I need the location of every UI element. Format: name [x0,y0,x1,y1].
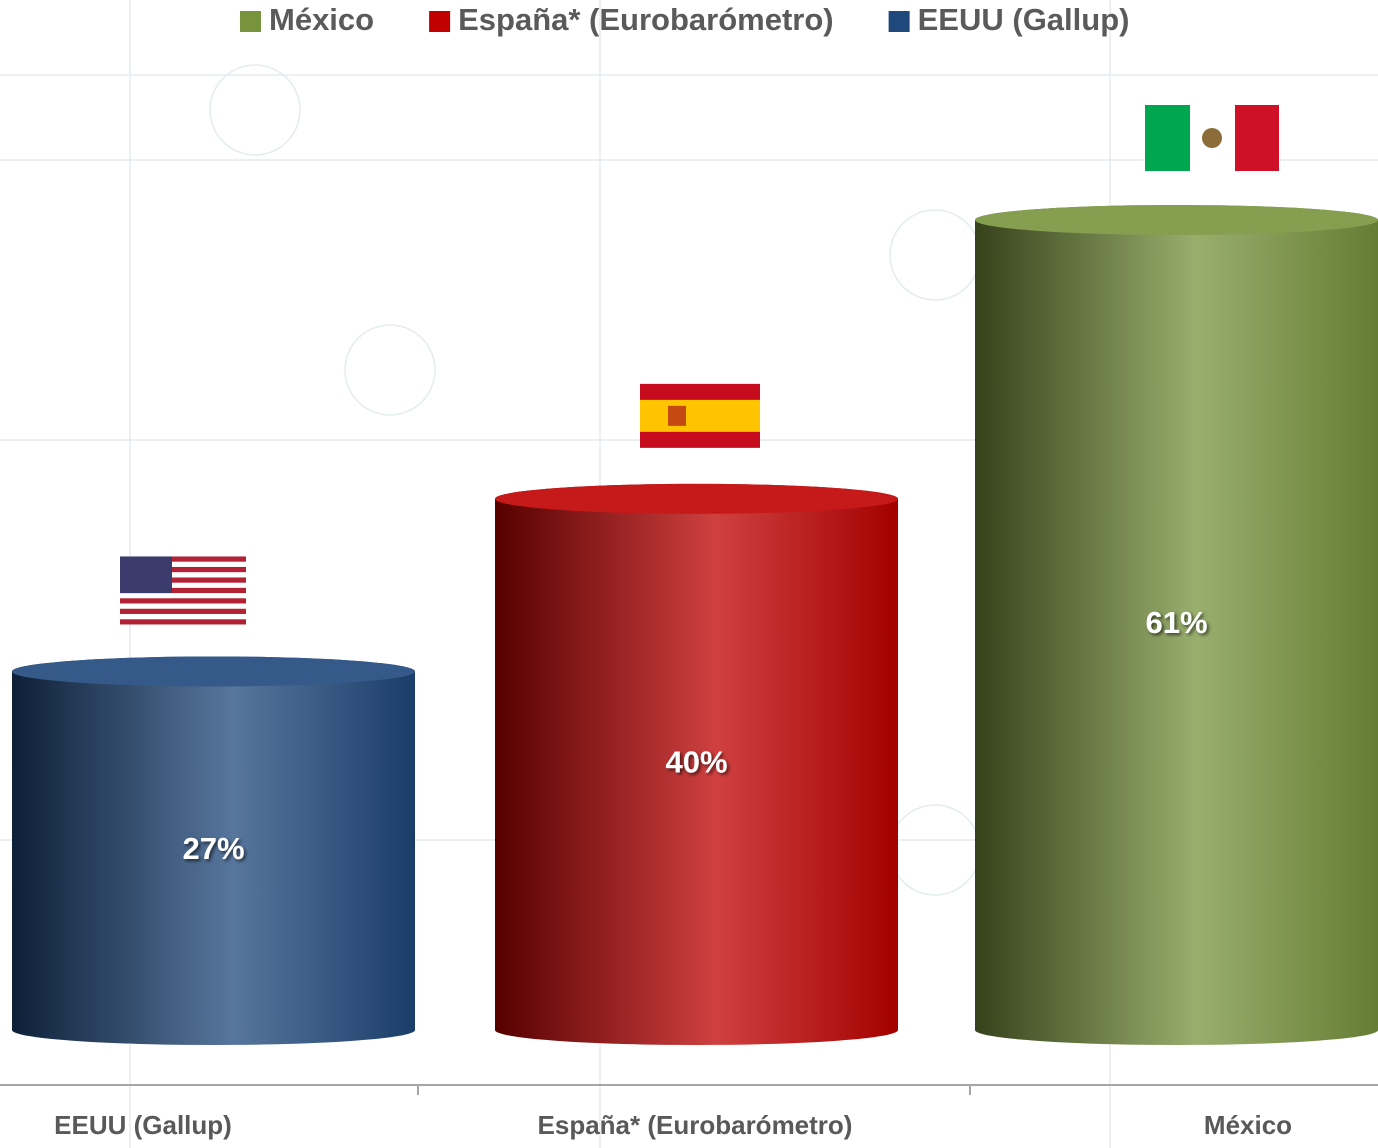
legend-text: EEUU (Gallup) [918,2,1130,37]
bar [12,656,415,1046]
bar-top [12,656,415,687]
bar [495,483,898,1046]
x-tick-label: España* (Eurobarómetro) [538,1110,853,1140]
value-label: 61% [1145,605,1207,640]
legend-swatch [429,11,451,32]
flag-usa [120,556,246,625]
bar-top [495,483,898,514]
x-tick-label: México [1204,1110,1292,1140]
x-tick-label: EEUU (Gallup) [54,1110,232,1140]
legend-text: México [269,2,374,37]
value-label: 27% [182,831,244,866]
legend-swatch [240,11,261,32]
bar [975,205,1378,1046]
legend-text: España* (Eurobarómetro) [458,2,834,37]
flag-spain [640,383,760,448]
flag-mexico [1145,105,1279,171]
value-label: 40% [665,745,727,780]
bar-top [975,205,1378,235]
legend-swatch [888,11,910,32]
